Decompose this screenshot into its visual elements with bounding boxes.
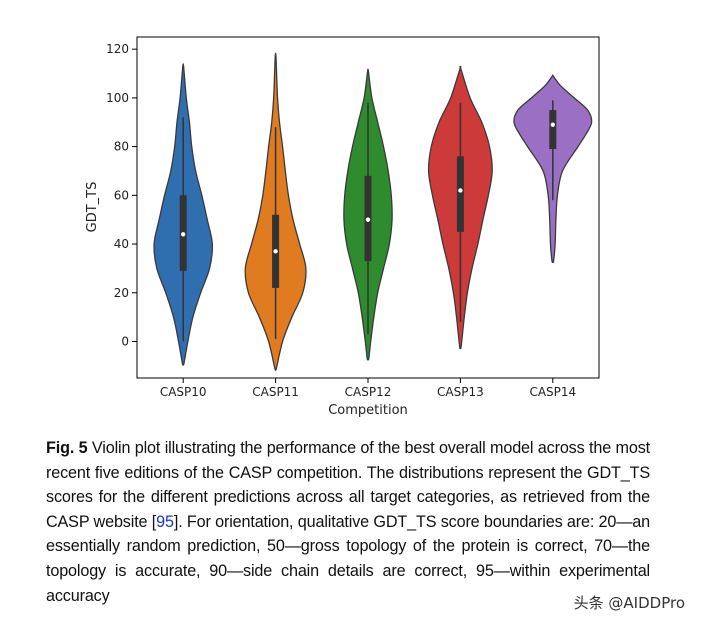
y-tick-label: 60 <box>114 188 129 202</box>
y-tick-label: 20 <box>114 286 129 300</box>
watermark: 头条 @AIDDPro <box>573 594 685 612</box>
median-point-casp10 <box>181 232 186 237</box>
y-tick-label: 0 <box>121 334 129 348</box>
iqr-box-casp13 <box>456 156 464 232</box>
x-axis-ticks: CASP10 CASP11 CASP12 CASP13 CASP14 <box>160 378 576 399</box>
x-tick-label: CASP12 <box>345 385 392 399</box>
median-point-casp11 <box>273 249 278 254</box>
y-tick-label: 100 <box>106 91 129 105</box>
y-tick-label: 80 <box>114 140 129 154</box>
x-tick-label: CASP10 <box>160 385 207 399</box>
violins-layer <box>153 52 593 371</box>
violin-chart: 0 20 40 60 80 100 120 CASP10 CASP11 CASP12 CASP13… <box>85 36 600 418</box>
y-axis-ticks: 0 20 40 60 80 100 120 <box>106 42 137 348</box>
caption-reference-link[interactable]: 95 <box>156 512 174 531</box>
x-tick-label: CASP14 <box>529 385 576 399</box>
median-point-casp12 <box>365 217 371 222</box>
x-tick-label: CASP11 <box>252 385 299 399</box>
y-tick-label: 120 <box>106 42 129 56</box>
caption-text-part2: ]. For orientation, qualitative GDT_TS s… <box>46 512 650 605</box>
iqr-box-casp14 <box>549 110 557 150</box>
x-axis-label: Competition <box>328 403 408 418</box>
figure-caption: Fig. 5 Violin plot illustrating the perf… <box>46 436 650 608</box>
caption-text-part1: Violin plot illustrating the performance… <box>46 439 650 531</box>
median-point-casp13 <box>458 188 463 193</box>
caption-label: Fig. 5 <box>46 439 88 457</box>
y-axis-label: GDT_TS <box>85 182 100 233</box>
x-tick-label: CASP13 <box>437 385 484 399</box>
y-tick-label: 40 <box>114 237 129 251</box>
median-point-casp14 <box>550 122 555 127</box>
